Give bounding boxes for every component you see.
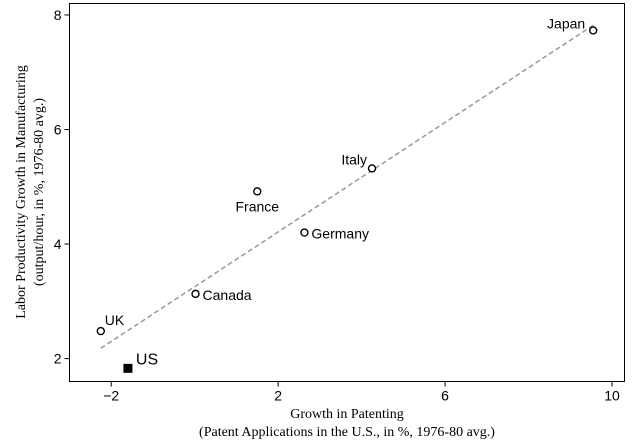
point-france (253, 187, 262, 196)
point-germany (300, 228, 309, 237)
point-label-us: US (136, 351, 158, 368)
y-tick-label: 2 (54, 351, 62, 367)
x-tick-label: −2 (103, 388, 119, 404)
point-label-japan: Japan (547, 15, 585, 31)
point-label-canada: Canada (203, 287, 252, 303)
x-tick-label: 2 (274, 388, 282, 404)
point-labels-layer: Japan Italy France Germany Canada UK US (105, 15, 585, 368)
y-tick-label: 4 (54, 236, 62, 252)
x-tick-label: 10 (604, 388, 620, 404)
points-layer (96, 26, 598, 373)
point-label-uk: UK (105, 312, 125, 328)
fit-line-layer (100, 24, 594, 349)
point-italy (367, 164, 377, 173)
point-label-germany: Germany (311, 226, 369, 242)
point-uk (96, 326, 105, 336)
point-us (123, 363, 133, 373)
y-axis-label-line1: Labor Productivity Growth in Manufacturi… (14, 65, 29, 319)
fit-line (100, 24, 594, 349)
point-label-italy: Italy (341, 151, 367, 167)
y-tick-label: 6 (54, 122, 62, 138)
y-tick-label: 8 (54, 7, 62, 23)
x-tick-label: 6 (441, 388, 449, 404)
y-axis-ticks: 2 4 6 8 (54, 7, 70, 367)
y-axis-label-line2: (output/hour, in %, 1976-80 avg.) (32, 98, 47, 286)
point-label-france: France (235, 198, 279, 214)
point-canada (191, 289, 200, 299)
x-axis-ticks: −2 2 6 10 (103, 381, 620, 404)
x-axis-label-line1: Growth in Patenting (290, 407, 404, 422)
x-axis-label-line2: (Patent Applications in the U.S., in %, … (199, 425, 495, 440)
point-japan (589, 26, 598, 35)
plot-area (69, 3, 625, 382)
